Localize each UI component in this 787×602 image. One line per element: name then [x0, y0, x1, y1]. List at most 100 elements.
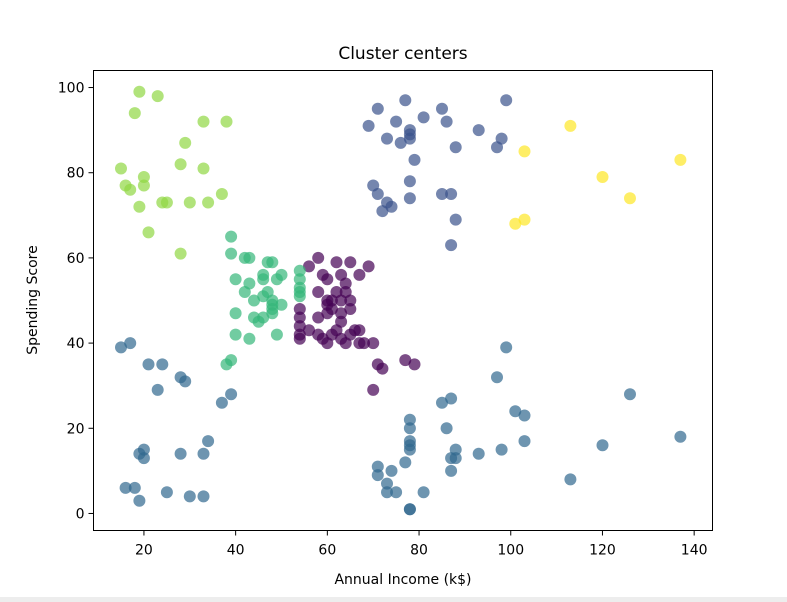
cluster-1-point	[445, 239, 458, 252]
cluster-1-point	[449, 213, 462, 226]
cluster-1-point	[472, 124, 485, 137]
cluster-2-point	[518, 435, 531, 448]
cluster-1-point	[362, 119, 375, 132]
cluster-0-point	[358, 337, 370, 350]
cluster-3-point	[257, 273, 270, 286]
plot-frame	[93, 70, 713, 531]
y-tick-label: 100	[58, 81, 85, 97]
cluster-3-point	[266, 256, 279, 269]
cluster-0-point	[293, 320, 306, 333]
x-tick-label: 100	[497, 543, 524, 559]
cluster-2-point	[115, 341, 127, 354]
cluster-4-point	[215, 188, 228, 200]
cluster-3-point	[229, 328, 242, 341]
cluster-3-point	[275, 298, 288, 311]
cluster-5-point	[518, 213, 531, 226]
cluster-2-point	[449, 452, 462, 465]
cluster-2-point	[385, 464, 398, 477]
cluster-1-point	[403, 175, 416, 188]
cluster-3-point	[275, 268, 288, 281]
cluster-2-point	[133, 494, 146, 507]
cluster-1-point	[408, 153, 421, 166]
cluster-3-point	[229, 273, 242, 286]
cluster-0-point	[293, 303, 306, 315]
cluster-2-point	[137, 443, 150, 456]
cluster-2-point	[183, 490, 196, 503]
cluster-1-point	[394, 136, 407, 149]
cluster-0-point	[325, 294, 338, 307]
cluster-2-point	[151, 383, 164, 396]
cluster-0-point	[408, 358, 421, 371]
cluster-2-point	[179, 375, 192, 388]
cluster-2-point	[491, 371, 503, 384]
cluster-4-point	[220, 115, 233, 128]
cluster-2-point	[445, 464, 458, 477]
cluster-2-point	[509, 405, 522, 418]
bottom-bar	[0, 597, 787, 602]
cluster-3-point	[257, 311, 270, 324]
cluster-2-point	[624, 388, 636, 401]
cluster-0-point	[344, 294, 357, 307]
y-tick-label: 20	[67, 421, 85, 437]
cluster-0-point	[303, 324, 315, 337]
cluster-2-point	[197, 490, 210, 503]
cluster-0-point	[312, 286, 325, 298]
cluster-2-point	[215, 396, 228, 409]
cluster-4-point	[137, 171, 150, 183]
cluster-1-point	[417, 111, 430, 124]
cluster-4-point	[202, 196, 215, 209]
cluster-4-point	[128, 107, 141, 120]
cluster-3-point	[293, 286, 306, 298]
cluster-2-point	[371, 469, 384, 482]
cluster-0-point	[339, 277, 352, 290]
cluster-2-point	[495, 443, 508, 456]
x-tick-label: 60	[318, 543, 336, 559]
cluster-0-point	[316, 268, 329, 281]
cluster-2-point	[472, 447, 485, 460]
cluster-2-point	[390, 486, 403, 499]
cluster-2-point	[399, 456, 412, 469]
cluster-0-point	[367, 337, 380, 350]
cluster-1-point	[390, 115, 403, 128]
cluster-2-point	[128, 481, 141, 494]
cluster-2-point	[436, 396, 448, 409]
cluster-3-point	[225, 354, 238, 367]
cluster-1-point	[495, 132, 508, 145]
cluster-0-point	[353, 268, 366, 281]
cluster-0-point	[321, 307, 334, 320]
cluster-3-point	[293, 273, 306, 286]
cluster-2-point	[518, 409, 531, 422]
cluster-4-point	[115, 162, 127, 175]
cluster-1-point	[436, 188, 448, 200]
cluster-3-point	[243, 251, 256, 264]
cluster-0-point	[362, 260, 375, 273]
cluster-5-point	[674, 153, 687, 166]
cluster-0-point	[335, 294, 348, 307]
y-ticks: 0 20 40 60 80 100	[58, 81, 94, 522]
cluster-4-point	[174, 247, 187, 260]
cluster-4-point	[197, 162, 210, 175]
x-tick-label: 80	[410, 543, 428, 559]
cluster-2-point	[440, 422, 453, 435]
cluster-2-point	[403, 503, 416, 516]
cluster-0-point	[293, 311, 306, 324]
cluster-3-point	[266, 303, 279, 315]
cluster-5-point	[518, 145, 531, 158]
y-tick-label: 60	[67, 251, 85, 267]
cluster-0-point	[399, 354, 412, 367]
cluster-3-point	[243, 277, 256, 290]
x-tick-label: 140	[681, 543, 708, 559]
cluster-1-point	[403, 128, 416, 141]
cluster-1-point	[403, 192, 416, 205]
y-tick-label: 80	[67, 166, 85, 182]
x-tick-label: 40	[227, 543, 245, 559]
cluster-5-point	[624, 192, 636, 205]
cluster-2-point	[156, 358, 169, 371]
cluster-1-point	[440, 115, 453, 128]
y-tick-label: 0	[76, 506, 85, 522]
cluster-2-point	[403, 422, 416, 435]
cluster-2-point	[197, 447, 210, 460]
cluster-5-point	[596, 171, 609, 183]
cluster-3-point	[248, 294, 260, 307]
cluster-3-point	[229, 307, 242, 320]
